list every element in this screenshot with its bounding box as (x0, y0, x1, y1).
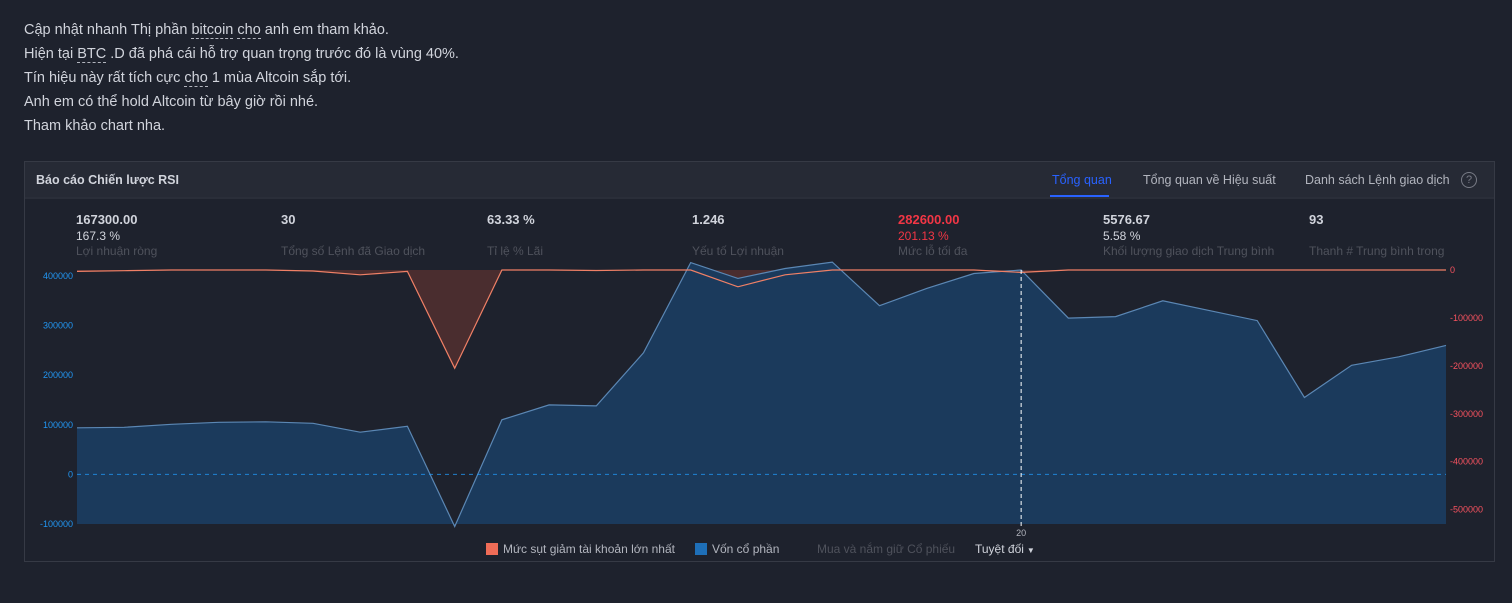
equity-swatch (695, 543, 707, 555)
left-axis-tick: -100000 (40, 519, 73, 529)
post-text-fragment: 1 mùa Altcoin sắp tới. (207, 70, 352, 86)
hint-word[interactable]: BTC (77, 46, 107, 63)
post-text-fragment: Anh em có thể hold Altcoin từ bây giờ rồ… (24, 94, 319, 110)
drawdown-line (76, 269, 1446, 370)
legend-buy-hold[interactable]: Mua và nắm giữ Cổ phiếu (817, 542, 956, 556)
post-text-fragment: Tín hiệu này rất tích cực (24, 70, 185, 86)
post-text-fragment: anh em tham khảo. (260, 22, 389, 38)
left-axis-tick: 100000 (43, 420, 73, 430)
hint-word[interactable]: cho (184, 70, 208, 87)
post-line: Anh em có thể hold Altcoin từ bây giờ rồ… (24, 90, 459, 114)
right-axis-tick: -500000 (1450, 505, 1483, 515)
post-line: Tham khảo chart nha. (24, 114, 459, 138)
left-axis-tick: 400000 (43, 271, 73, 281)
stat-total-trades: 30 Tổng số Lệnh đã Giao dịch (281, 212, 426, 258)
tab-trades-list[interactable]: Danh sách Lệnh giao dịch (1305, 173, 1450, 187)
right-axis-tick: -100000 (1450, 313, 1483, 323)
left-axis-tick: 300000 (43, 321, 73, 331)
mode-dropdown[interactable]: Tuyệt đối ▼ (975, 542, 1035, 556)
equity-chart[interactable]: 20 -100000 0 100000 200000 300000 400000 0 -1000… (25, 162, 1496, 542)
stat-profit-factor: 1.246 Yếu tố Lợi nhuận (692, 212, 784, 258)
help-icon[interactable]: ? (1461, 172, 1477, 188)
stat-percent-profitable: 63.33 % Tỉ lệ % Lãi (487, 212, 544, 258)
stat-avg-trade: 5576.67 5.58 % Khối lượng giao dịch Trun… (1103, 212, 1275, 258)
active-tab-indicator (1050, 195, 1109, 197)
post-line: Tín hiệu này rất tích cực cho 1 mùa Altc… (24, 66, 459, 90)
post-text-fragment: Tham khảo chart nha. (24, 118, 166, 134)
right-axis-tick: -400000 (1450, 457, 1483, 467)
strategy-report-panel: Báo cáo Chiến lược RSI Tổng quan Tổng qu… (24, 161, 1495, 562)
hint-word[interactable]: bitcoin (191, 22, 234, 39)
x-tick-label: 20 (1016, 528, 1026, 538)
legend-drawdown[interactable]: Mức sụt giảm tài khoản lớn nhất (486, 542, 675, 556)
equity-line (76, 261, 1447, 528)
panel-header: Báo cáo Chiến lược RSI Tổng quan Tổng qu… (25, 162, 1494, 199)
right-axis-tick: -300000 (1450, 409, 1483, 419)
chart-legend: Mức sụt giảm tài khoản lớn nhất Vốn cổ p… (25, 542, 1496, 560)
left-axis-tick: 0 (68, 469, 73, 479)
post-text-fragment: Cập nhật nhanh Thị phần (24, 22, 192, 38)
drawdown-swatch (486, 543, 498, 555)
post-text-fragment: .D đã phá cái hỗ trợ quan trọng trước đó… (106, 46, 459, 62)
left-axis-tick: 200000 (43, 370, 73, 380)
stat-max-drawdown: 282600.00 201.13 % Mức lỗ tối đa (898, 212, 968, 258)
right-axis-tick: -200000 (1450, 361, 1483, 371)
stat-net-profit: 167300.00 167.3 % Lợi nhuận ròng (76, 212, 158, 258)
panel-title: Báo cáo Chiến lược RSI (36, 173, 179, 187)
chevron-down-icon: ▼ (1026, 546, 1035, 555)
stat-avg-bars: 93 Thanh # Trung bình trong (1309, 212, 1445, 258)
tab-performance-summary[interactable]: Tổng quan về Hiệu suất (1143, 173, 1276, 187)
equity-area (77, 262, 1446, 527)
right-axis-tick: 0 (1450, 265, 1455, 275)
post-line: Hiện tại BTC .D đã phá cái hỗ trợ quan t… (24, 42, 459, 66)
hint-word[interactable]: cho (237, 22, 261, 39)
post-text: Cập nhật nhanh Thị phần bitcoin cho anh … (24, 18, 459, 138)
tab-overview[interactable]: Tổng quan (1052, 173, 1112, 187)
legend-equity[interactable]: Vốn cổ phần (695, 542, 779, 556)
post-text-fragment: Hiện tại (24, 46, 78, 62)
post-line: Cập nhật nhanh Thị phần bitcoin cho anh … (24, 18, 459, 42)
